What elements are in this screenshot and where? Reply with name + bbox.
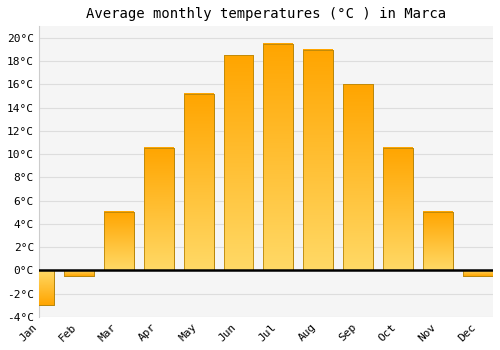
- Bar: [344, 84, 374, 270]
- Bar: [264, 44, 294, 270]
- Bar: [144, 148, 174, 270]
- Title: Average monthly temperatures (°C ) in Marca: Average monthly temperatures (°C ) in Ma…: [86, 7, 446, 21]
- Bar: [304, 49, 334, 270]
- Bar: [383, 148, 413, 270]
- Bar: [264, 44, 294, 270]
- Bar: [184, 94, 214, 270]
- Bar: [104, 212, 134, 270]
- Bar: [463, 270, 493, 276]
- Bar: [224, 55, 254, 270]
- Bar: [144, 148, 174, 270]
- Bar: [64, 270, 94, 276]
- Bar: [304, 49, 334, 270]
- Bar: [24, 270, 54, 305]
- Bar: [104, 212, 134, 270]
- Bar: [24, 270, 54, 305]
- Bar: [423, 212, 453, 270]
- Bar: [463, 270, 493, 276]
- Bar: [383, 148, 413, 270]
- Bar: [423, 212, 453, 270]
- Bar: [344, 84, 374, 270]
- Bar: [64, 270, 94, 276]
- Bar: [184, 94, 214, 270]
- Bar: [224, 55, 254, 270]
